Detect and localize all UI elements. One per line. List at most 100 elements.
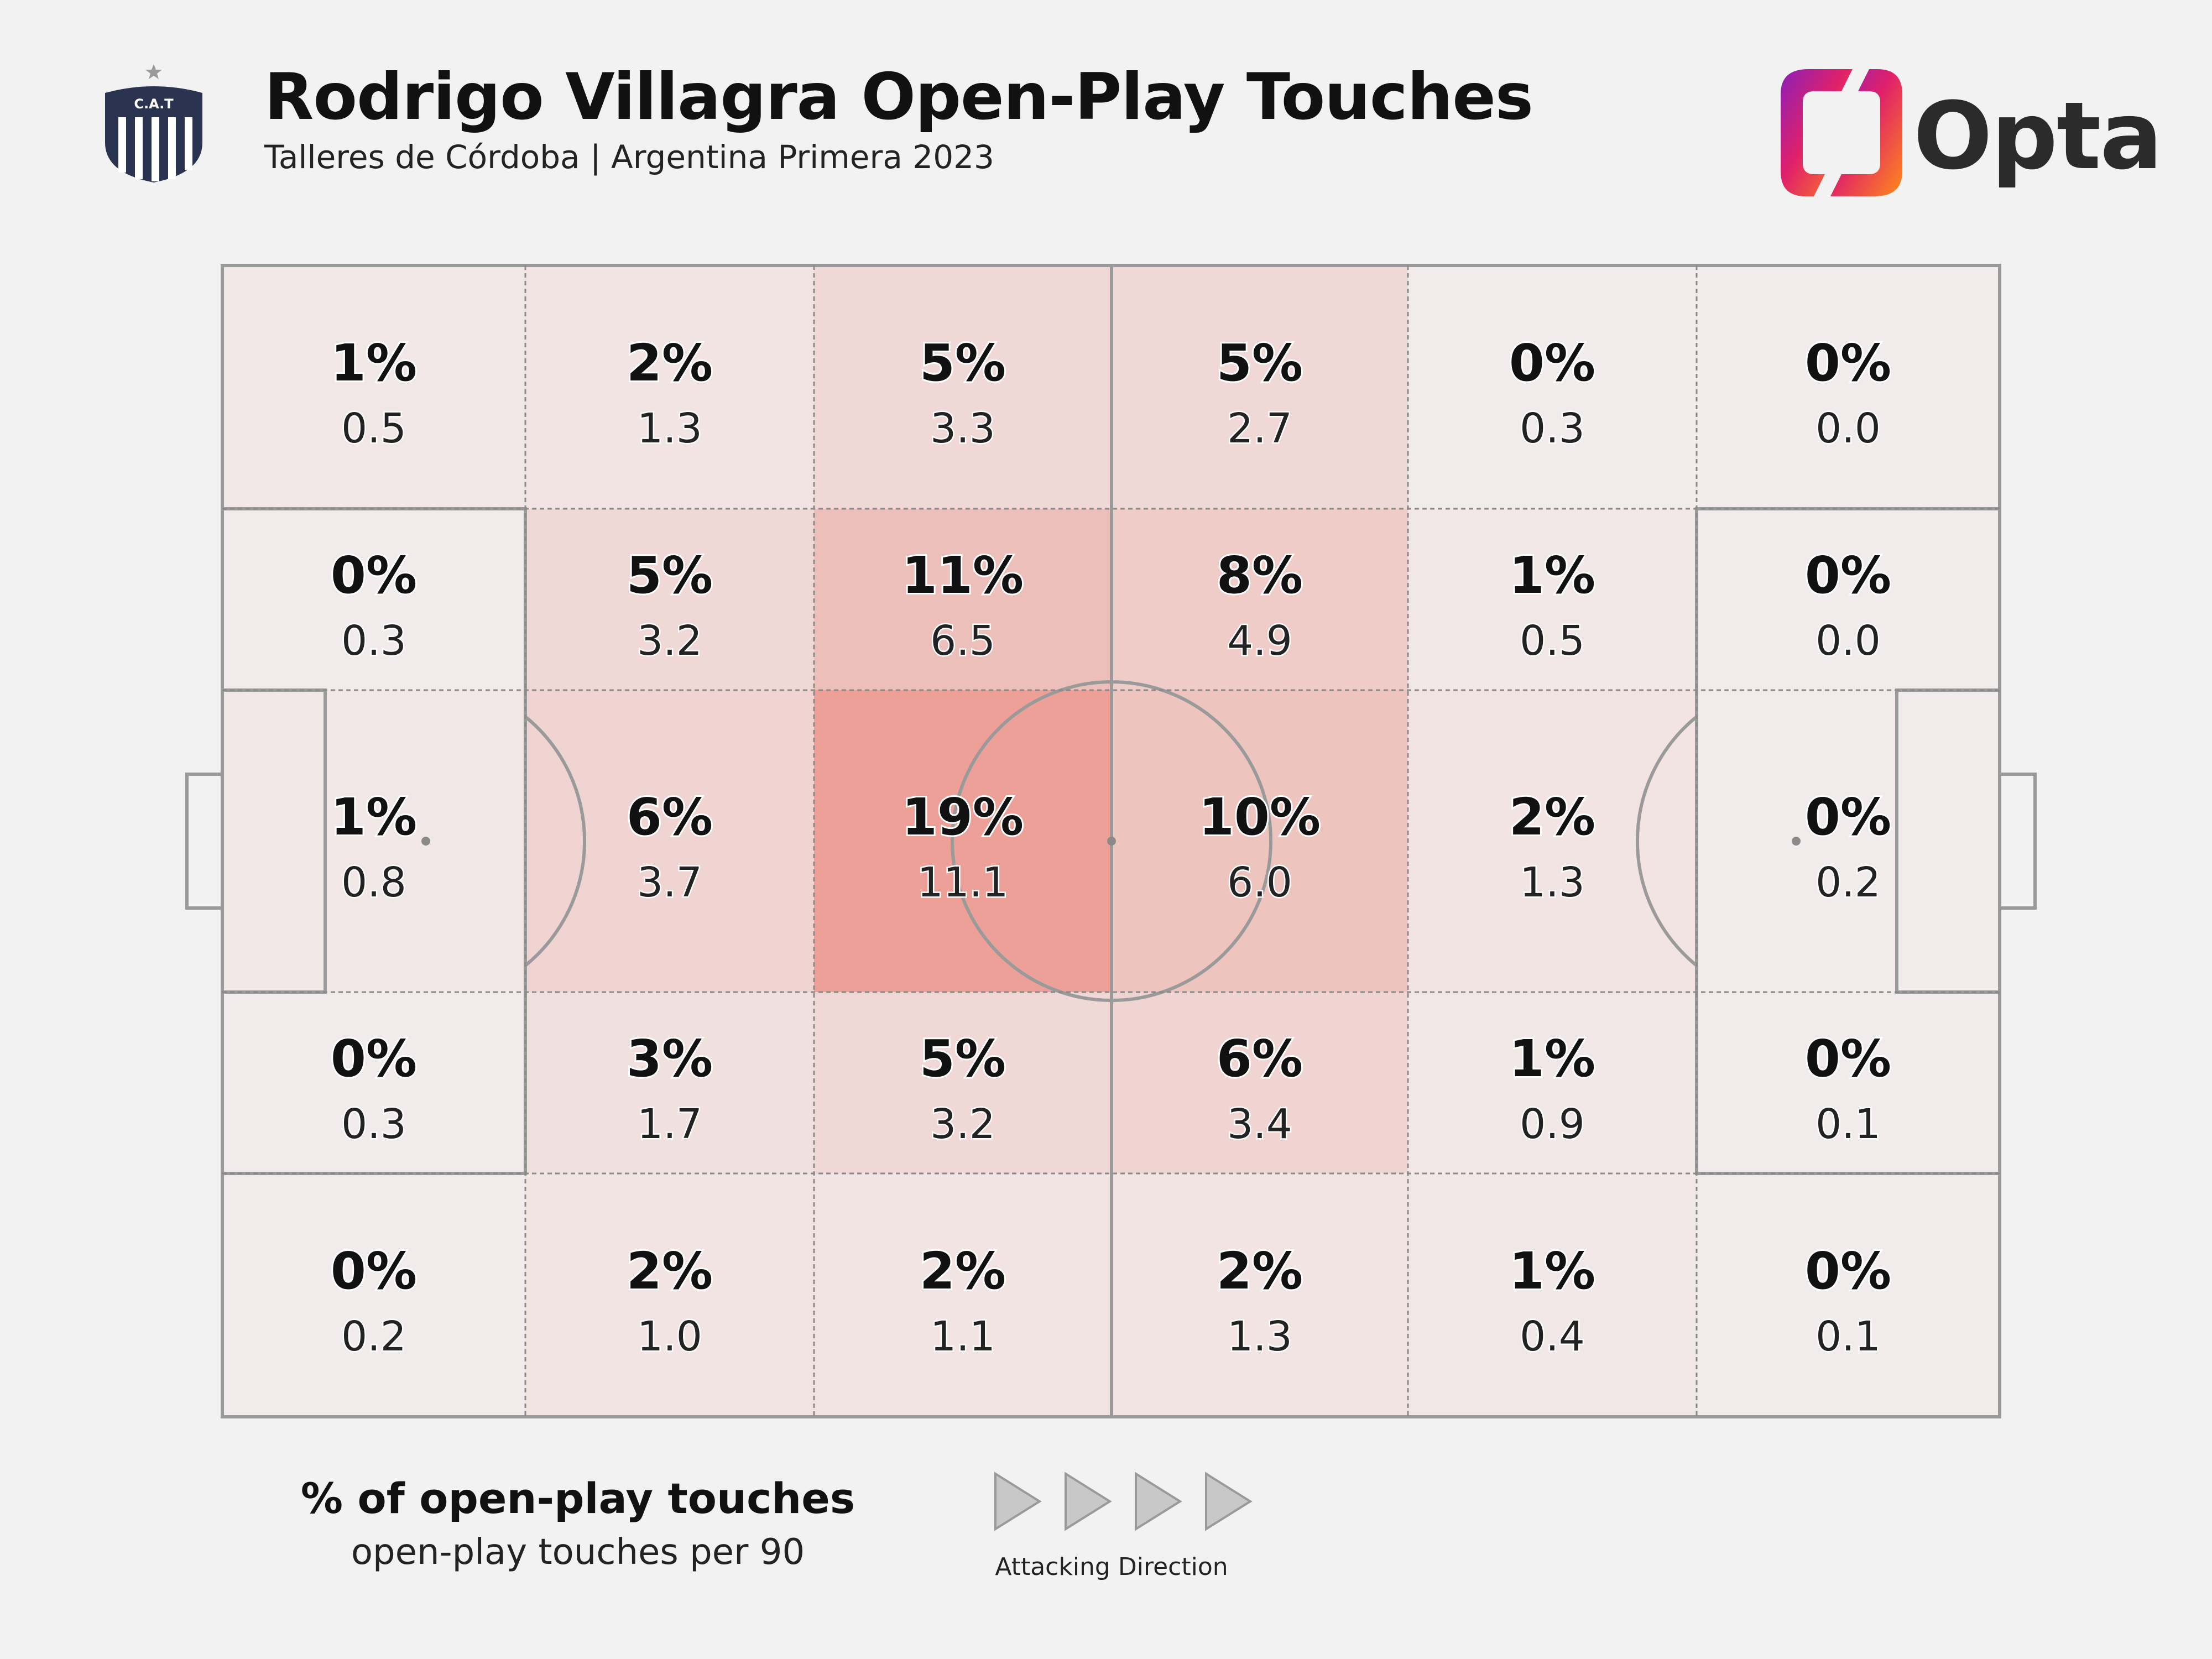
legend-per90-label: open-play touches per 90 [351,1532,805,1573]
zone-cell [525,1173,814,1417]
left-goal [185,773,224,910]
right-penalty-spot [1792,837,1801,846]
zone-per90-label: 6.0 [1227,859,1292,906]
opta-logo-icon [1781,69,1902,196]
zone-percent-label: 0% [1805,333,1891,393]
zone-per90-label: 0.3 [341,617,406,665]
zone-per90-label: 1.3 [637,405,702,452]
zone-per90-label: 1.3 [1227,1313,1292,1360]
zone-percent-label: 19% [902,787,1024,847]
direction-arrow-icon [994,1472,1042,1531]
zone-percent-label: 5% [920,1029,1006,1088]
zone-per90-label: 1.7 [637,1100,702,1148]
zone-per90-label: 2.7 [1227,405,1292,452]
zone-cell [1112,265,1408,509]
zone-percent-label: 6% [627,787,713,847]
right-goal [1998,773,2037,910]
zone-percent-label: 1% [1509,546,1595,605]
zone-percent-label: 0% [331,546,417,605]
zone-percent-label: 2% [1509,787,1595,847]
zone-cell [525,690,814,992]
zone-percent-label: 0% [1805,1241,1891,1301]
legend-percent-label: % of open-play touches [300,1474,855,1523]
left-penalty-arc [524,715,586,967]
zone-per90-label: 1.1 [930,1313,995,1360]
pitch-markings [185,264,2037,1418]
zone-percent-label: 2% [627,1241,713,1301]
opta-wordmark: Opta [1913,82,2163,190]
zone-grid-lines [222,265,2000,1417]
zone-cell [814,992,1112,1173]
zone-percent-label: 6% [1217,1029,1303,1088]
zone-per90-label: 1.0 [637,1313,702,1360]
zone-percent-label: 5% [627,546,713,605]
zone-per90-label: 0.3 [1520,405,1585,452]
zone-cell [1112,992,1408,1173]
zone-percent-label: 0% [331,1029,417,1088]
zone-cell [1408,509,1697,690]
zone-cell [525,265,814,509]
zone-percent-label: 0% [331,1241,417,1301]
zone-percent-label: 10% [1199,787,1321,847]
zone-per90-label: 0.2 [1815,859,1881,906]
zone-per90-label: 0.1 [1815,1100,1881,1148]
zone-per90-label: 0.5 [1520,617,1585,665]
zone-per90-label: 0.0 [1815,617,1881,665]
direction-arrow-icon [1205,1472,1253,1531]
zone-per90-label: 3.7 [637,859,702,906]
center-spot [1107,837,1116,846]
zone-percent-label: 8% [1217,546,1303,605]
right-penalty-arc [1636,715,1698,967]
zone-percent-label: 2% [920,1241,1006,1301]
zone-cell [1408,1173,1697,1417]
zone-cell [222,690,525,992]
zone-per90-label: 3.2 [930,1100,995,1148]
zone-per90-label: 0.5 [341,405,406,452]
zone-per90-label: 0.9 [1520,1100,1585,1148]
zone-cell [814,509,1112,690]
direction-arrow-icon [1065,1472,1112,1531]
zone-labels: 1% 0.5 2% 1.3 5% 3.3 5% 2.7 0% 0.3 0% 0.0 0% 0.3 5% 3.2… [329,332,1893,1362]
chart-title: Rodrigo Villagra Open-Play Touches [264,60,1533,134]
zone-cell [814,265,1112,509]
zone-cell [525,992,814,1173]
zone-per90-label: 0.0 [1815,405,1881,452]
zone-per90-label: 11.1 [917,859,1009,906]
zone-percent-label: 1% [1509,1241,1595,1301]
zone-per90-label: 0.1 [1815,1313,1881,1360]
zone-per90-label: 3.3 [930,405,995,452]
zone-percent-label: 11% [902,546,1024,605]
zone-cell [525,509,814,690]
chart-subtitle: Talleres de Córdoba | Argentina Primera … [264,138,994,176]
zone-per90-label: 1.3 [1520,859,1585,906]
zone-cell [814,1173,1112,1417]
zone-cell [1408,690,1697,992]
attacking-direction-arrows [994,1472,1253,1531]
zone-per90-label: 4.9 [1227,617,1292,665]
direction-arrow-icon [1135,1472,1182,1531]
zone-per90-label: 0.2 [341,1313,406,1360]
zone-per90-label: 6.5 [930,617,995,665]
zone-percent-label: 1% [331,787,417,847]
zone-percent-label: 0% [1805,1029,1891,1088]
zone-per90-label: 0.4 [1520,1313,1585,1360]
zone-cell [1112,1173,1408,1417]
center-circle [951,680,1272,1002]
club-crest-text: C.A.T [134,96,174,112]
left-penalty-spot [421,837,430,846]
zone-cell [222,265,525,509]
zone-per90-label: 3.4 [1227,1100,1292,1148]
zone-percent-label: 0% [1805,546,1891,605]
zone-percent-label: 1% [1509,1029,1595,1088]
zone-percent-label: 0% [1509,333,1595,393]
zone-per90-label: 0.8 [341,859,406,906]
attacking-direction-label: Attacking Direction [995,1553,1228,1581]
pitch-spots [421,837,1801,846]
zone-percent-label: 1% [331,333,417,393]
zone-cell [1112,690,1408,992]
zone-percent-label: 2% [627,333,713,393]
zone-percent-label: 0% [1805,787,1891,847]
club-crest-logo: C.A.T [105,64,202,182]
zone-percent-label: 2% [1217,1241,1303,1301]
